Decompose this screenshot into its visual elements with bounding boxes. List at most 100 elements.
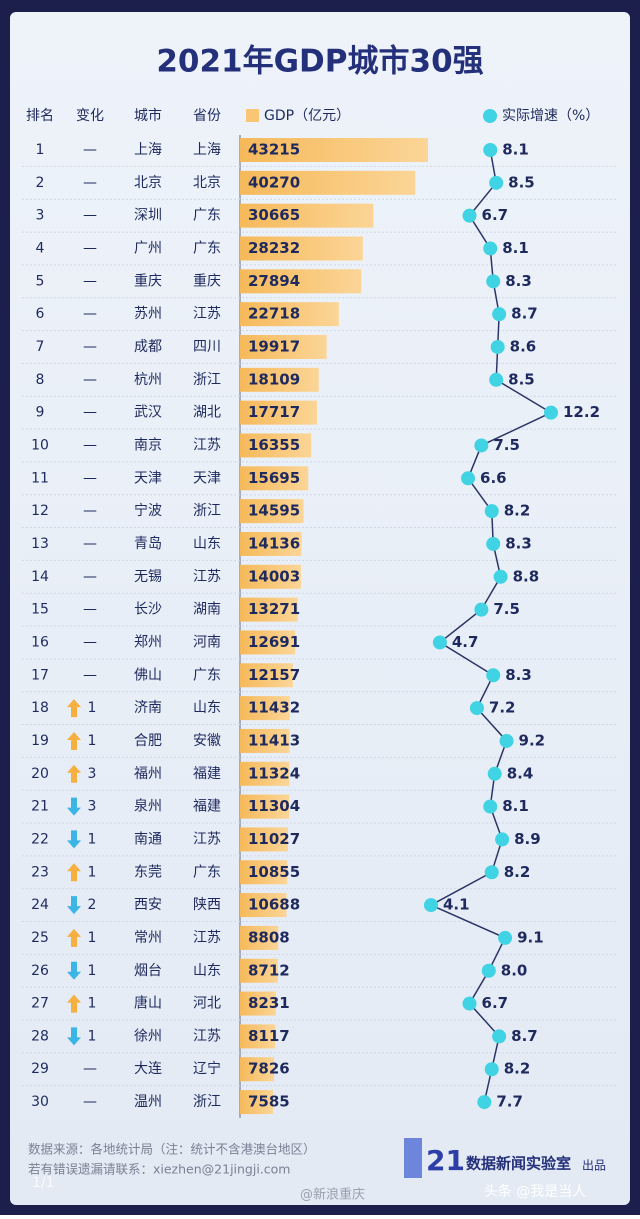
growth-dot	[484, 865, 499, 880]
bar	[240, 334, 327, 359]
province: 四川	[193, 339, 221, 355]
province: 广东	[193, 667, 221, 683]
city: 南通	[134, 831, 162, 847]
watermark: @新浪重庆	[300, 1187, 365, 1203]
growth-dot	[544, 405, 558, 420]
rank: 2	[36, 175, 45, 191]
city: 唐山	[134, 995, 162, 1012]
bar	[240, 170, 416, 195]
province: 山东	[193, 963, 221, 979]
city: 重庆	[134, 273, 162, 289]
province: 天津	[193, 470, 221, 486]
bar-label: 14595	[248, 502, 300, 520]
province: 广东	[193, 864, 221, 880]
city: 福州	[134, 766, 162, 782]
province: 浙江	[193, 1094, 221, 1110]
legend-swatch	[246, 109, 259, 122]
rank: 20	[31, 766, 49, 782]
contact: 若有错误遗漏请联系：xiezhen@21jingji.com	[28, 1162, 290, 1177]
growth-dot	[483, 799, 498, 814]
change-value: 1	[88, 733, 97, 749]
growth-label: 6.6	[480, 469, 507, 487]
rank: 18	[31, 700, 49, 716]
city: 成都	[134, 339, 162, 355]
bar	[240, 400, 318, 425]
bar	[240, 597, 298, 622]
rank: 9	[36, 405, 45, 421]
growth-label: 6.7	[482, 206, 509, 224]
city: 上海	[134, 142, 162, 158]
growth-label: 7.7	[496, 1093, 523, 1111]
province: 辽宁	[193, 1060, 221, 1077]
growth-dot	[462, 208, 477, 223]
rank: 17	[31, 667, 49, 683]
bar	[240, 138, 428, 162]
city: 南京	[134, 437, 162, 453]
city: 烟台	[134, 963, 162, 979]
growth-label: 8.1	[502, 141, 529, 159]
rank: 26	[31, 963, 49, 979]
growth-dot	[495, 832, 510, 847]
province: 福建	[193, 766, 221, 782]
growth-dot	[489, 175, 504, 190]
rank: 22	[31, 831, 49, 847]
bar-label: 18109	[248, 370, 300, 388]
bar	[240, 893, 287, 918]
bar-label: 28232	[248, 239, 300, 257]
province: 广东	[193, 208, 221, 224]
city: 广州	[134, 240, 162, 256]
city: 东莞	[134, 864, 162, 880]
growth-dot	[432, 635, 447, 650]
chart-title: 2021年GDP城市30强	[156, 44, 483, 80]
bar	[240, 236, 363, 261]
province: 浙江	[193, 372, 221, 388]
bar-label: 12157	[248, 666, 300, 684]
bar	[240, 761, 290, 786]
rank: 13	[31, 536, 49, 552]
growth-dot	[469, 701, 484, 716]
bar-label: 13271	[248, 600, 300, 618]
growth-label: 12.2	[563, 403, 600, 421]
bar-label: 10855	[248, 863, 300, 881]
province: 江苏	[193, 306, 221, 322]
rank: 12	[31, 503, 49, 519]
bar-label: 7585	[248, 1093, 290, 1111]
bar	[240, 564, 301, 589]
growth-label: 8.3	[505, 534, 532, 552]
bar	[240, 1024, 276, 1049]
column-header: 变化	[76, 108, 104, 124]
rank: 1	[36, 142, 45, 158]
growth-dot	[493, 569, 508, 584]
city: 泉州	[134, 798, 162, 815]
city: 长沙	[134, 602, 162, 618]
rank: 21	[31, 799, 49, 815]
bar	[240, 860, 288, 885]
change-value: 2	[88, 897, 97, 913]
legend-label: GDP（亿元）	[264, 108, 350, 124]
growth-label: 8.2	[504, 502, 531, 520]
arrow-up	[67, 863, 81, 882]
bar-label: 16355	[248, 436, 300, 454]
growth-label: 8.9	[514, 830, 541, 848]
growth-dot	[462, 996, 477, 1011]
bar	[240, 302, 339, 327]
change: —	[83, 1061, 97, 1077]
change: —	[83, 405, 97, 421]
province: 江苏	[193, 831, 221, 847]
growth-dot	[424, 898, 438, 913]
change-value: 3	[88, 799, 97, 815]
growth-label: 8.8	[513, 567, 540, 585]
watermark-2: 头条 @我是当人	[484, 1183, 586, 1200]
bar	[240, 466, 309, 491]
bar-label: 11432	[248, 699, 300, 717]
change: —	[83, 306, 97, 322]
bar-label: 8712	[248, 961, 290, 979]
city: 北京	[134, 175, 162, 191]
rank: 27	[31, 996, 49, 1012]
growth-label: 8.3	[505, 272, 532, 290]
province: 山东	[193, 536, 221, 552]
arrow-up	[67, 928, 81, 947]
bar-label: 8117	[248, 1027, 290, 1045]
